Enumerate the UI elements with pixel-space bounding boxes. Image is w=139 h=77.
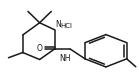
Text: HCl: HCl bbox=[61, 23, 73, 29]
Text: N: N bbox=[55, 20, 61, 29]
Text: NH: NH bbox=[59, 54, 71, 63]
Text: O: O bbox=[36, 44, 42, 53]
